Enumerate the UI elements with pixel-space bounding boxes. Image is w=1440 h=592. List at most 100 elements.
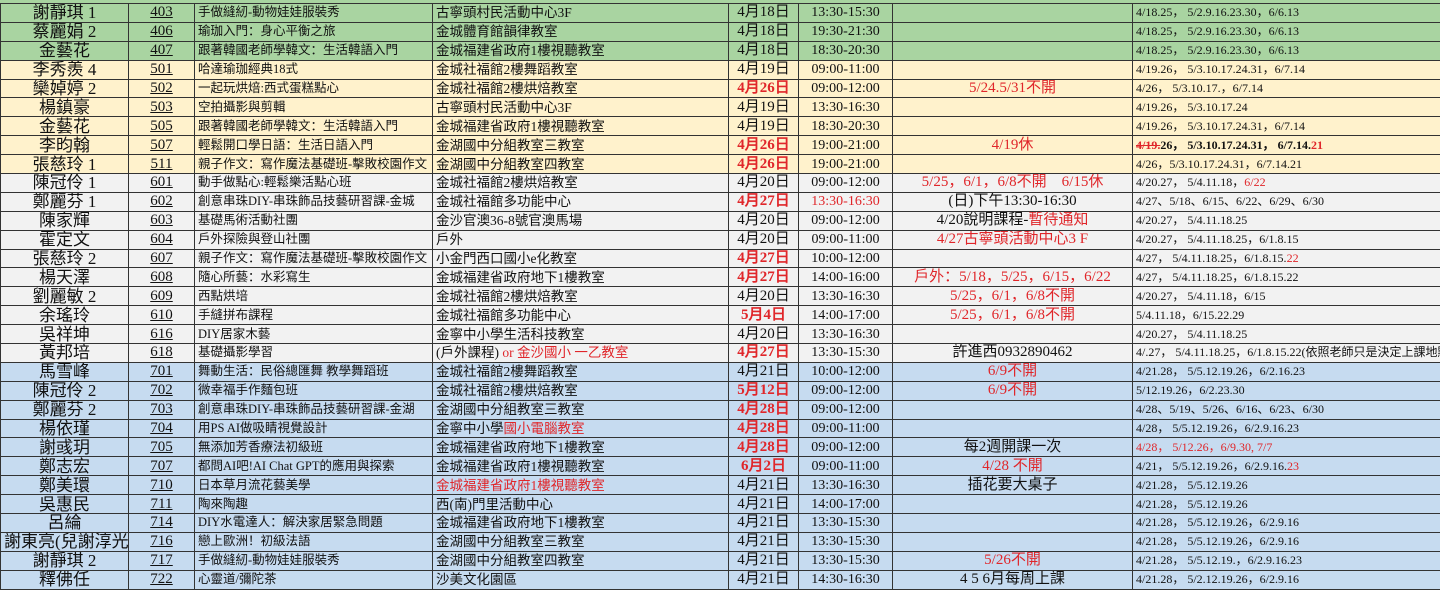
start-date-cell[interactable]: 4月18日 bbox=[728, 3, 799, 23]
schedule-dates-cell[interactable]: 4/28， 5/5.12.19.26，6/2.9.16.23 bbox=[1132, 418, 1440, 439]
start-date-cell[interactable]: 4月26日 bbox=[728, 135, 799, 156]
teacher-name-cell[interactable]: 張慈玲 2 bbox=[0, 248, 129, 269]
time-cell[interactable]: 13:30-15:30 bbox=[798, 513, 893, 533]
teacher-name-cell[interactable]: 張慈玲 1 bbox=[0, 154, 129, 175]
time-cell[interactable]: 18:30-20:30 bbox=[798, 116, 893, 137]
course-code-cell[interactable]: 710 bbox=[128, 475, 195, 496]
teacher-name-cell[interactable]: 謝靜琪 1 bbox=[0, 3, 129, 23]
teacher-name-cell[interactable]: 楊鎮豪 bbox=[0, 97, 129, 118]
time-cell[interactable]: 09:00-12:00 bbox=[798, 210, 893, 231]
time-cell[interactable]: 14:00-17:00 bbox=[798, 494, 893, 515]
start-date-cell[interactable]: 4月21日 bbox=[728, 494, 799, 515]
note-cell[interactable]: 4 5 6月每周上課 bbox=[892, 569, 1133, 590]
course-code-cell[interactable]: 609 bbox=[128, 286, 195, 307]
teacher-name-cell[interactable]: 李昀翰 bbox=[0, 135, 129, 156]
note-cell[interactable]: 5/25，6/1，6/8不開 6/15休 bbox=[892, 173, 1133, 193]
note-cell[interactable] bbox=[892, 531, 1133, 552]
teacher-name-cell[interactable]: 鄭美環 bbox=[0, 475, 129, 496]
note-cell[interactable] bbox=[892, 494, 1133, 515]
note-cell[interactable]: 4/27古寧頭活動中心3 F bbox=[892, 229, 1133, 250]
course-code-cell[interactable]: 503 bbox=[128, 97, 195, 118]
note-cell[interactable] bbox=[892, 154, 1133, 175]
teacher-name-cell[interactable]: 李秀羨 4 bbox=[0, 59, 129, 80]
start-date-cell[interactable]: 4月20日 bbox=[728, 324, 799, 345]
time-cell[interactable]: 10:00-12:00 bbox=[798, 361, 893, 382]
start-date-cell[interactable]: 4月28日 bbox=[728, 399, 799, 420]
location-cell[interactable]: 沙美文化園區 bbox=[432, 569, 729, 590]
course-title-cell[interactable]: 日本草月流花藝美學 bbox=[194, 475, 433, 496]
time-cell[interactable]: 09:00-12:00 bbox=[798, 173, 893, 193]
teacher-name-cell[interactable]: 陳冠伶 1 bbox=[0, 173, 129, 193]
teacher-name-cell[interactable]: 霍定文 bbox=[0, 229, 129, 250]
course-code-cell[interactable]: 711 bbox=[128, 494, 195, 515]
time-cell[interactable]: 14:00-17:00 bbox=[798, 305, 893, 326]
location-cell[interactable]: 金城體育館韻律教室 bbox=[432, 21, 729, 42]
start-date-cell[interactable]: 4月26日 bbox=[728, 78, 799, 99]
time-cell[interactable]: 09:00-12:00 bbox=[798, 380, 893, 401]
start-date-cell[interactable]: 4月20日 bbox=[728, 210, 799, 231]
schedule-dates-cell[interactable]: 4/20.27， 5/4.11.18.25 bbox=[1132, 324, 1440, 345]
start-date-cell[interactable]: 4月28日 bbox=[728, 418, 799, 439]
teacher-name-cell[interactable]: 釋佛任 bbox=[0, 569, 129, 590]
teacher-name-cell[interactable]: 黃邦培 bbox=[0, 343, 129, 363]
schedule-dates-cell[interactable]: 4/27， 5/4.11.18.25，6/1.8.15.22 bbox=[1132, 248, 1440, 269]
course-code-cell[interactable]: 703 bbox=[128, 399, 195, 420]
location-cell[interactable]: 金城社福館多功能中心 bbox=[432, 305, 729, 326]
course-code-cell[interactable]: 608 bbox=[128, 267, 195, 288]
course-code-cell[interactable]: 403 bbox=[128, 3, 195, 23]
note-cell[interactable] bbox=[892, 513, 1133, 533]
note-cell[interactable]: 5/25，6/1，6/8不開 bbox=[892, 305, 1133, 326]
schedule-dates-cell[interactable]: 4/18.25， 5/2.9.16.23.30，6/6.13 bbox=[1132, 40, 1440, 61]
schedule-dates-cell[interactable]: 4/19.26， 5/3.10.17.24 bbox=[1132, 97, 1440, 118]
teacher-name-cell[interactable]: 謝靜琪 2 bbox=[0, 550, 129, 571]
course-title-cell[interactable]: 戶外探險與登山社團 bbox=[194, 229, 433, 250]
teacher-name-cell[interactable]: 蔡麗娟 2 bbox=[0, 21, 129, 42]
note-cell[interactable]: 4/19休 bbox=[892, 135, 1133, 156]
location-cell[interactable]: 金城福建省政府1樓視聽教室 bbox=[432, 475, 729, 496]
location-cell[interactable]: 金城福建省政府1樓視聽教室 bbox=[432, 40, 729, 61]
note-cell[interactable]: 插花要大桌子 bbox=[892, 475, 1133, 496]
teacher-name-cell[interactable]: 陳冠伶 2 bbox=[0, 380, 129, 401]
schedule-dates-cell[interactable]: 4/19.26， 5/3.10.17.24.31， 6/7.14.21 bbox=[1132, 135, 1440, 156]
schedule-dates-cell[interactable]: 4/20.27， 5/4.11.18.25，6/1.8.15 bbox=[1132, 229, 1440, 250]
note-cell[interactable] bbox=[892, 399, 1133, 420]
teacher-name-cell[interactable]: 鄭麗芬 1 bbox=[0, 191, 129, 212]
course-code-cell[interactable]: 407 bbox=[128, 40, 195, 61]
time-cell[interactable]: 13:30-16:30 bbox=[798, 324, 893, 345]
course-code-cell[interactable]: 511 bbox=[128, 154, 195, 175]
course-title-cell[interactable]: 哈達瑜珈經典18式 bbox=[194, 59, 433, 80]
location-cell[interactable]: 金湖國中分組教室三教室 bbox=[432, 135, 729, 156]
time-cell[interactable]: 13:30-16:30 bbox=[798, 191, 893, 212]
time-cell[interactable]: 14:30-16:30 bbox=[798, 569, 893, 590]
course-title-cell[interactable]: 創意串珠DIY-串珠飾品技藝研習課-金湖 bbox=[194, 399, 433, 420]
start-date-cell[interactable]: 5月4日 bbox=[728, 305, 799, 326]
teacher-name-cell[interactable]: 馬雪峰 bbox=[0, 361, 129, 382]
teacher-name-cell[interactable]: 陳家輝 bbox=[0, 210, 129, 231]
location-cell[interactable]: 金城社福館2樓烘焙教室 bbox=[432, 78, 729, 99]
course-code-cell[interactable]: 717 bbox=[128, 550, 195, 571]
course-title-cell[interactable]: 瑜珈入門：身心平衡之旅 bbox=[194, 21, 433, 42]
schedule-dates-cell[interactable]: 4/21.28， 5/5.12.19.，6/2.9.16.23 bbox=[1132, 550, 1440, 571]
course-title-cell[interactable]: 手做縫紉-動物娃娃服裝秀 bbox=[194, 550, 433, 571]
teacher-name-cell[interactable]: 金藝花 bbox=[0, 116, 129, 137]
course-title-cell[interactable]: 基礎馬術活動社團 bbox=[194, 210, 433, 231]
start-date-cell[interactable]: 4月19日 bbox=[728, 116, 799, 137]
start-date-cell[interactable]: 4月18日 bbox=[728, 40, 799, 61]
location-cell[interactable]: 金城社福館2樓烘焙教室 bbox=[432, 173, 729, 193]
location-cell[interactable]: 金湖國中分組教室四教室 bbox=[432, 550, 729, 571]
time-cell[interactable]: 09:00-12:00 bbox=[798, 437, 893, 458]
location-cell[interactable]: 金寧中小學生活科技教室 bbox=[432, 324, 729, 345]
schedule-dates-cell[interactable]: 4/27、5/18、6/15、6/22、6/29、6/30 bbox=[1132, 191, 1440, 212]
location-cell[interactable]: 古寧頭村民活動中心3F bbox=[432, 97, 729, 118]
course-code-cell[interactable]: 602 bbox=[128, 191, 195, 212]
schedule-dates-cell[interactable]: 4/18.25， 5/2.9.16.23.30，6/6.13 bbox=[1132, 3, 1440, 23]
course-title-cell[interactable]: 心靈道/彌陀茶 bbox=[194, 569, 433, 590]
course-title-cell[interactable]: DIY水電達人：解決家居緊急問題 bbox=[194, 513, 433, 533]
course-title-cell[interactable]: 空拍攝影與剪輯 bbox=[194, 97, 433, 118]
course-code-cell[interactable]: 507 bbox=[128, 135, 195, 156]
location-cell[interactable]: 金城社福館2樓烘焙教室 bbox=[432, 380, 729, 401]
note-cell[interactable] bbox=[892, 40, 1133, 61]
teacher-name-cell[interactable]: 鄭志宏 bbox=[0, 456, 129, 477]
location-cell[interactable]: 西(南)門里活動中心 bbox=[432, 494, 729, 515]
note-cell[interactable] bbox=[892, 97, 1133, 118]
